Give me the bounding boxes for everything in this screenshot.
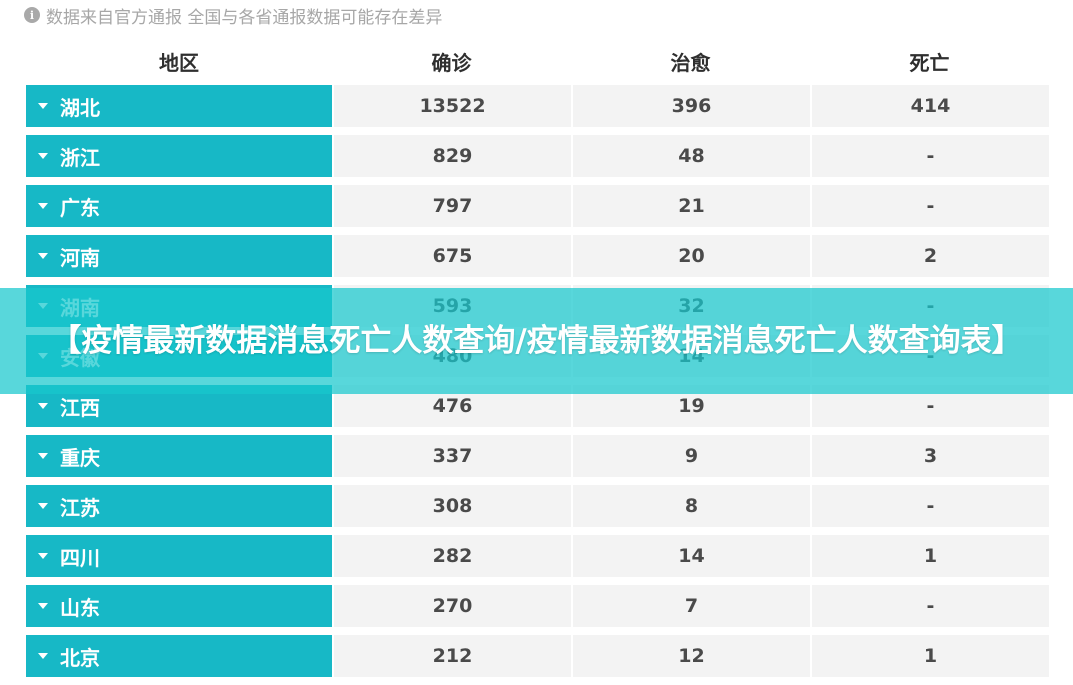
- table-row: 四川 282 14 1: [26, 535, 1049, 577]
- region-name: 浙江: [60, 145, 100, 170]
- region-toggle[interactable]: 湖北: [26, 85, 332, 127]
- dead-cell: 414: [812, 85, 1049, 127]
- confirmed-cell: 282: [334, 535, 571, 577]
- region-name: 重庆: [60, 445, 100, 470]
- caret-down-icon: [38, 203, 48, 209]
- region-toggle[interactable]: 四川: [26, 535, 332, 577]
- header-confirmed: 确诊: [431, 50, 472, 75]
- region-toggle[interactable]: 重庆: [26, 435, 332, 477]
- table-row: 浙江 829 48-: [26, 135, 1049, 177]
- header-cured: 治愈: [670, 50, 711, 75]
- table-row: 河南 675 20 2: [26, 235, 1049, 277]
- region-name: 山东: [60, 595, 100, 620]
- cured-cell: 48: [573, 135, 810, 177]
- caret-down-icon: [38, 103, 48, 109]
- cured-cell: 14: [573, 535, 810, 577]
- region-name: 湖北: [60, 95, 100, 120]
- dead-cell: -: [812, 135, 1049, 177]
- banner-title: 【疫情最新数据消息死亡人数查询/疫情最新数据消息死亡人数查询表】: [50, 322, 1023, 359]
- table-header: 地区 确诊 治愈 死亡: [26, 43, 1049, 79]
- table-row: 湖北 13522 396 414: [26, 85, 1049, 127]
- table-row: 山东 270 7-: [26, 585, 1049, 627]
- confirmed-cell: 797: [334, 185, 571, 227]
- region-name: 江西: [60, 395, 100, 420]
- dead-cell: 1: [812, 535, 1049, 577]
- region-toggle[interactable]: 江苏: [26, 485, 332, 527]
- confirmed-cell: 675: [334, 235, 571, 277]
- dead-cell: -: [812, 185, 1049, 227]
- region-name: 江苏: [60, 495, 100, 520]
- region-toggle[interactable]: 浙江: [26, 135, 332, 177]
- confirmed-cell: 337: [334, 435, 571, 477]
- caret-down-icon: [38, 153, 48, 159]
- title-banner: 【疫情最新数据消息死亡人数查询/疫情最新数据消息死亡人数查询表】: [0, 288, 1073, 394]
- dead-cell: -: [812, 485, 1049, 527]
- caret-down-icon: [38, 553, 48, 559]
- dead-cell: 1: [812, 635, 1049, 677]
- cured-cell: 396: [573, 85, 810, 127]
- cured-cell: 12: [573, 635, 810, 677]
- confirmed-cell: 212: [334, 635, 571, 677]
- region-name: 河南: [60, 245, 100, 270]
- dead-cell: 2: [812, 235, 1049, 277]
- caret-down-icon: [38, 453, 48, 459]
- cured-cell: 21: [573, 185, 810, 227]
- confirmed-cell: 13522: [334, 85, 571, 127]
- region-toggle[interactable]: 北京: [26, 635, 332, 677]
- region-name: 四川: [60, 545, 100, 570]
- region-toggle[interactable]: 广东: [26, 185, 332, 227]
- table-row: 江苏 308 8-: [26, 485, 1049, 527]
- region-name: 广东: [60, 195, 100, 220]
- confirmed-cell: 829: [334, 135, 571, 177]
- cured-cell: 20: [573, 235, 810, 277]
- info-icon: i: [24, 7, 40, 23]
- cured-cell: 7: [573, 585, 810, 627]
- confirmed-cell: 270: [334, 585, 571, 627]
- caret-down-icon: [38, 403, 48, 409]
- caret-down-icon: [38, 603, 48, 609]
- data-source-notice: i 数据来自官方通报 全国与各省通报数据可能存在差异: [24, 4, 443, 28]
- confirmed-cell: 308: [334, 485, 571, 527]
- caret-down-icon: [38, 253, 48, 259]
- caret-down-icon: [38, 653, 48, 659]
- dead-cell: 3: [812, 435, 1049, 477]
- header-dead: 死亡: [909, 50, 950, 75]
- region-name: 北京: [60, 645, 100, 670]
- table-row: 北京 212 12 1: [26, 635, 1049, 677]
- table-row: 重庆 337 9 3: [26, 435, 1049, 477]
- notice-text: 数据来自官方通报 全国与各省通报数据可能存在差异: [46, 7, 443, 28]
- table-row: 广东 797 21-: [26, 185, 1049, 227]
- caret-down-icon: [38, 503, 48, 509]
- region-toggle[interactable]: 山东: [26, 585, 332, 627]
- cured-cell: 8: [573, 485, 810, 527]
- region-toggle[interactable]: 河南: [26, 235, 332, 277]
- dead-cell: -: [812, 585, 1049, 627]
- cured-cell: 9: [573, 435, 810, 477]
- header-region: 地区: [159, 50, 199, 75]
